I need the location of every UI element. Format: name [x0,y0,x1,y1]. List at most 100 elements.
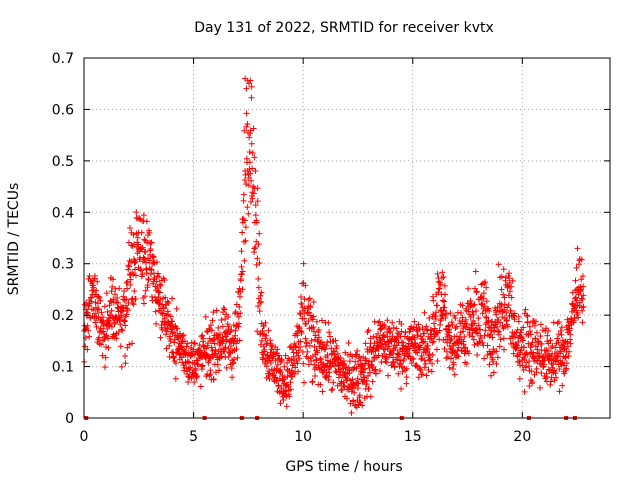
data-point [328,345,335,352]
data-point [237,277,244,284]
data-point [132,266,139,273]
data-point [381,350,388,357]
data-point [484,352,491,359]
data-point [494,354,501,361]
data-point [501,301,508,308]
data-point [354,385,361,392]
data-point [101,303,108,310]
data-point [398,321,405,328]
data-point [124,307,131,314]
data-point [469,308,476,315]
data-point [267,349,274,356]
data-point [300,260,307,267]
data-point [521,388,528,395]
data-point [286,393,293,400]
data-point [221,306,228,313]
data-point [317,381,324,388]
data-point [269,371,276,378]
data-point [559,359,566,366]
data-point [396,353,403,360]
data-point [144,282,151,289]
data-point [401,333,408,340]
data-point [455,353,462,360]
data-point [554,349,561,356]
data-point [453,323,460,330]
data-point [244,120,251,127]
data-point [143,269,150,276]
data-point [158,309,165,316]
data-point [354,347,361,354]
data-point [387,351,394,358]
data-point [473,307,480,314]
data-point [132,296,139,303]
data-point [441,282,448,289]
data-point [125,262,132,269]
data-point [224,329,231,336]
data-point [267,360,274,367]
data-point [143,218,150,225]
data-point [187,364,194,371]
data-point [465,350,472,357]
data-point [97,325,104,332]
data-point [212,346,219,353]
data-point [317,355,324,362]
data-point [275,382,282,389]
data-point [550,319,557,326]
data-point [301,315,308,322]
data-point [179,347,186,354]
data-point [378,359,385,366]
data-point [547,337,554,344]
data-point [477,326,484,333]
data-point [118,312,125,319]
data-point [309,378,316,385]
data-point [278,385,285,392]
data-point [207,355,214,362]
data-point [256,260,263,267]
data-point [274,361,281,368]
data-point [241,257,248,264]
data-point [147,245,154,252]
data-point [143,259,150,266]
data-point [352,358,359,365]
data-point [447,310,454,317]
data-point [422,338,429,345]
data-point [265,373,272,380]
data-point [394,334,401,341]
data-point [261,348,268,355]
data-point [343,395,350,402]
data-point [402,329,409,336]
data-point [215,324,222,331]
data-point [169,318,176,325]
data-point [255,284,262,291]
data-point [481,332,488,339]
data-point [542,375,549,382]
data-point [533,365,540,372]
data-point [511,334,518,341]
data-point [385,343,392,350]
data-point [511,310,518,317]
data-point [563,360,570,367]
data-point [555,318,562,325]
data-point [315,334,322,341]
data-point [247,198,254,205]
data-point [139,271,146,278]
data-point [128,242,135,249]
data-point [297,338,304,345]
data-point [332,337,339,344]
y-tick-label: 0.3 [52,257,74,273]
data-point [241,217,248,224]
data-point [485,324,492,331]
data-point [97,297,104,304]
data-point [257,292,264,299]
data-point [459,302,466,309]
data-point [256,308,263,315]
data-point [141,236,148,243]
data-point [552,370,559,377]
data-point [123,280,130,287]
data-point [241,177,248,184]
data-point [423,372,430,379]
data-point [349,353,356,360]
data-point [219,340,226,347]
data-point [410,324,417,331]
data-point [421,357,428,364]
